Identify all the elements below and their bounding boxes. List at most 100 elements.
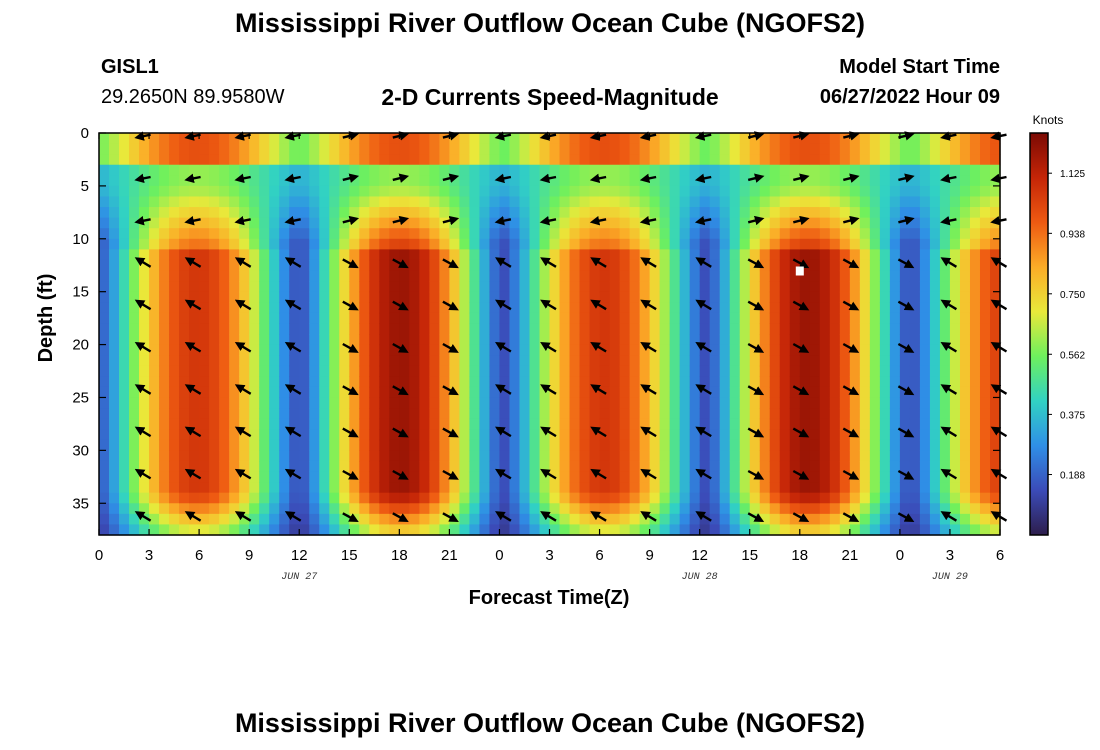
- heatmap-cell: [429, 323, 440, 335]
- heatmap-cell: [969, 450, 981, 462]
- heatmap-cell: [119, 217, 130, 229]
- heatmap-cell: [129, 302, 140, 314]
- heatmap-cell: [179, 439, 190, 451]
- heatmap-cell: [189, 196, 200, 208]
- heatmap-cell: [279, 429, 290, 441]
- heatmap-cell: [199, 196, 210, 208]
- heatmap-cell: [269, 334, 280, 346]
- heatmap-cell: [859, 355, 871, 367]
- heatmap-cell: [989, 482, 1001, 494]
- heatmap-cell: [329, 228, 340, 240]
- colorbar-tick-label: 0.375: [1060, 410, 1085, 421]
- heatmap-cell: [599, 133, 611, 145]
- heatmap-cell: [179, 323, 190, 335]
- heatmap-cell: [949, 460, 961, 473]
- heatmap-cell: [899, 291, 911, 303]
- heatmap-cell: [499, 164, 511, 176]
- heatmap-cell: [629, 238, 641, 250]
- current-arrow: [695, 341, 712, 353]
- heatmap-cell: [949, 376, 961, 388]
- heatmap-cell: [549, 133, 561, 145]
- heatmap-cell: [719, 238, 731, 250]
- heatmap-cell: [479, 439, 491, 451]
- heatmap-cell: [229, 355, 240, 367]
- heatmap-cell: [599, 291, 611, 303]
- heatmap-cell: [169, 312, 180, 325]
- heatmap-cell: [419, 217, 430, 229]
- heatmap-cell: [319, 323, 330, 335]
- heatmap-cell: [679, 471, 691, 483]
- heatmap-cell: [589, 196, 601, 208]
- current-arrow: [284, 131, 301, 141]
- heatmap-cell: [799, 312, 811, 325]
- heatmap-cell: [209, 513, 220, 526]
- heatmap-cell: [299, 164, 310, 176]
- heatmap-cell: [479, 397, 491, 409]
- heatmap-cell: [99, 249, 110, 261]
- heatmap-cell: [579, 196, 591, 208]
- heatmap-cell: [459, 302, 471, 314]
- heatmap-cell: [689, 460, 701, 473]
- heatmap-cell: [409, 302, 420, 314]
- heatmap-cell: [629, 386, 641, 399]
- heatmap-cell: [839, 386, 851, 399]
- heatmap-cell: [679, 376, 691, 388]
- heatmap-cell: [489, 376, 501, 388]
- heatmap-cell: [989, 450, 1001, 462]
- heatmap-cell: [619, 524, 631, 536]
- heatmap-cell: [159, 312, 170, 325]
- heatmap-cell: [739, 439, 751, 451]
- heatmap-cell: [839, 302, 851, 314]
- heatmap-cell: [819, 355, 831, 367]
- heatmap-cell: [799, 185, 811, 198]
- heatmap-cell: [499, 408, 511, 420]
- heatmap-cell: [559, 397, 571, 409]
- heatmap-cell: [889, 143, 901, 155]
- heatmap-cell: [379, 460, 390, 473]
- heatmap-cell: [689, 397, 701, 409]
- heatmap-cell: [249, 471, 260, 483]
- heatmap-cell: [119, 185, 130, 198]
- heatmap-cell: [249, 291, 260, 303]
- heatmap-cell: [819, 164, 831, 176]
- heatmap-cell: [659, 513, 671, 526]
- heatmap-cell: [909, 386, 921, 399]
- x-tick-label: 15: [341, 547, 358, 564]
- heatmap-cell: [489, 207, 501, 219]
- current-arrow: [747, 512, 765, 523]
- heatmap-cell: [839, 450, 851, 462]
- heatmap-cell: [639, 291, 651, 303]
- heatmap-cell: [449, 228, 460, 240]
- heatmap-cell: [379, 323, 390, 335]
- heatmap-cell: [989, 133, 1001, 145]
- colorbar-tick-label: 0.938: [1060, 229, 1085, 240]
- heatmap-cell: [579, 418, 591, 430]
- heatmap-cell: [979, 524, 991, 536]
- heatmap-cell: [839, 397, 851, 409]
- heatmap-cell: [679, 397, 691, 409]
- heatmap-cell: [919, 397, 931, 409]
- heatmap-cell: [459, 154, 471, 166]
- heatmap-cell: [399, 154, 410, 166]
- heatmap-cell: [389, 365, 400, 377]
- heatmap-cell: [439, 238, 450, 250]
- heatmap-cell: [649, 228, 661, 240]
- heatmap-cell: [169, 133, 180, 145]
- heatmap-cell: [759, 482, 771, 494]
- heatmap-cell: [729, 471, 741, 483]
- heatmap-cell: [629, 207, 641, 219]
- heatmap-cell: [279, 228, 290, 240]
- heatmap-cell: [569, 397, 581, 409]
- heatmap-cell: [429, 175, 440, 187]
- y-tick-label: 0: [81, 125, 89, 142]
- heatmap-cell: [309, 270, 320, 282]
- heatmap-cell: [229, 270, 240, 282]
- heatmap-cell: [859, 259, 871, 272]
- current-arrow: [640, 299, 657, 311]
- heatmap-cell: [109, 450, 120, 462]
- heatmap-cell: [179, 312, 190, 325]
- heatmap-cell: [529, 312, 541, 325]
- heatmap-cell: [659, 344, 671, 356]
- heatmap-cell: [369, 302, 380, 314]
- heatmap-cell: [309, 344, 320, 356]
